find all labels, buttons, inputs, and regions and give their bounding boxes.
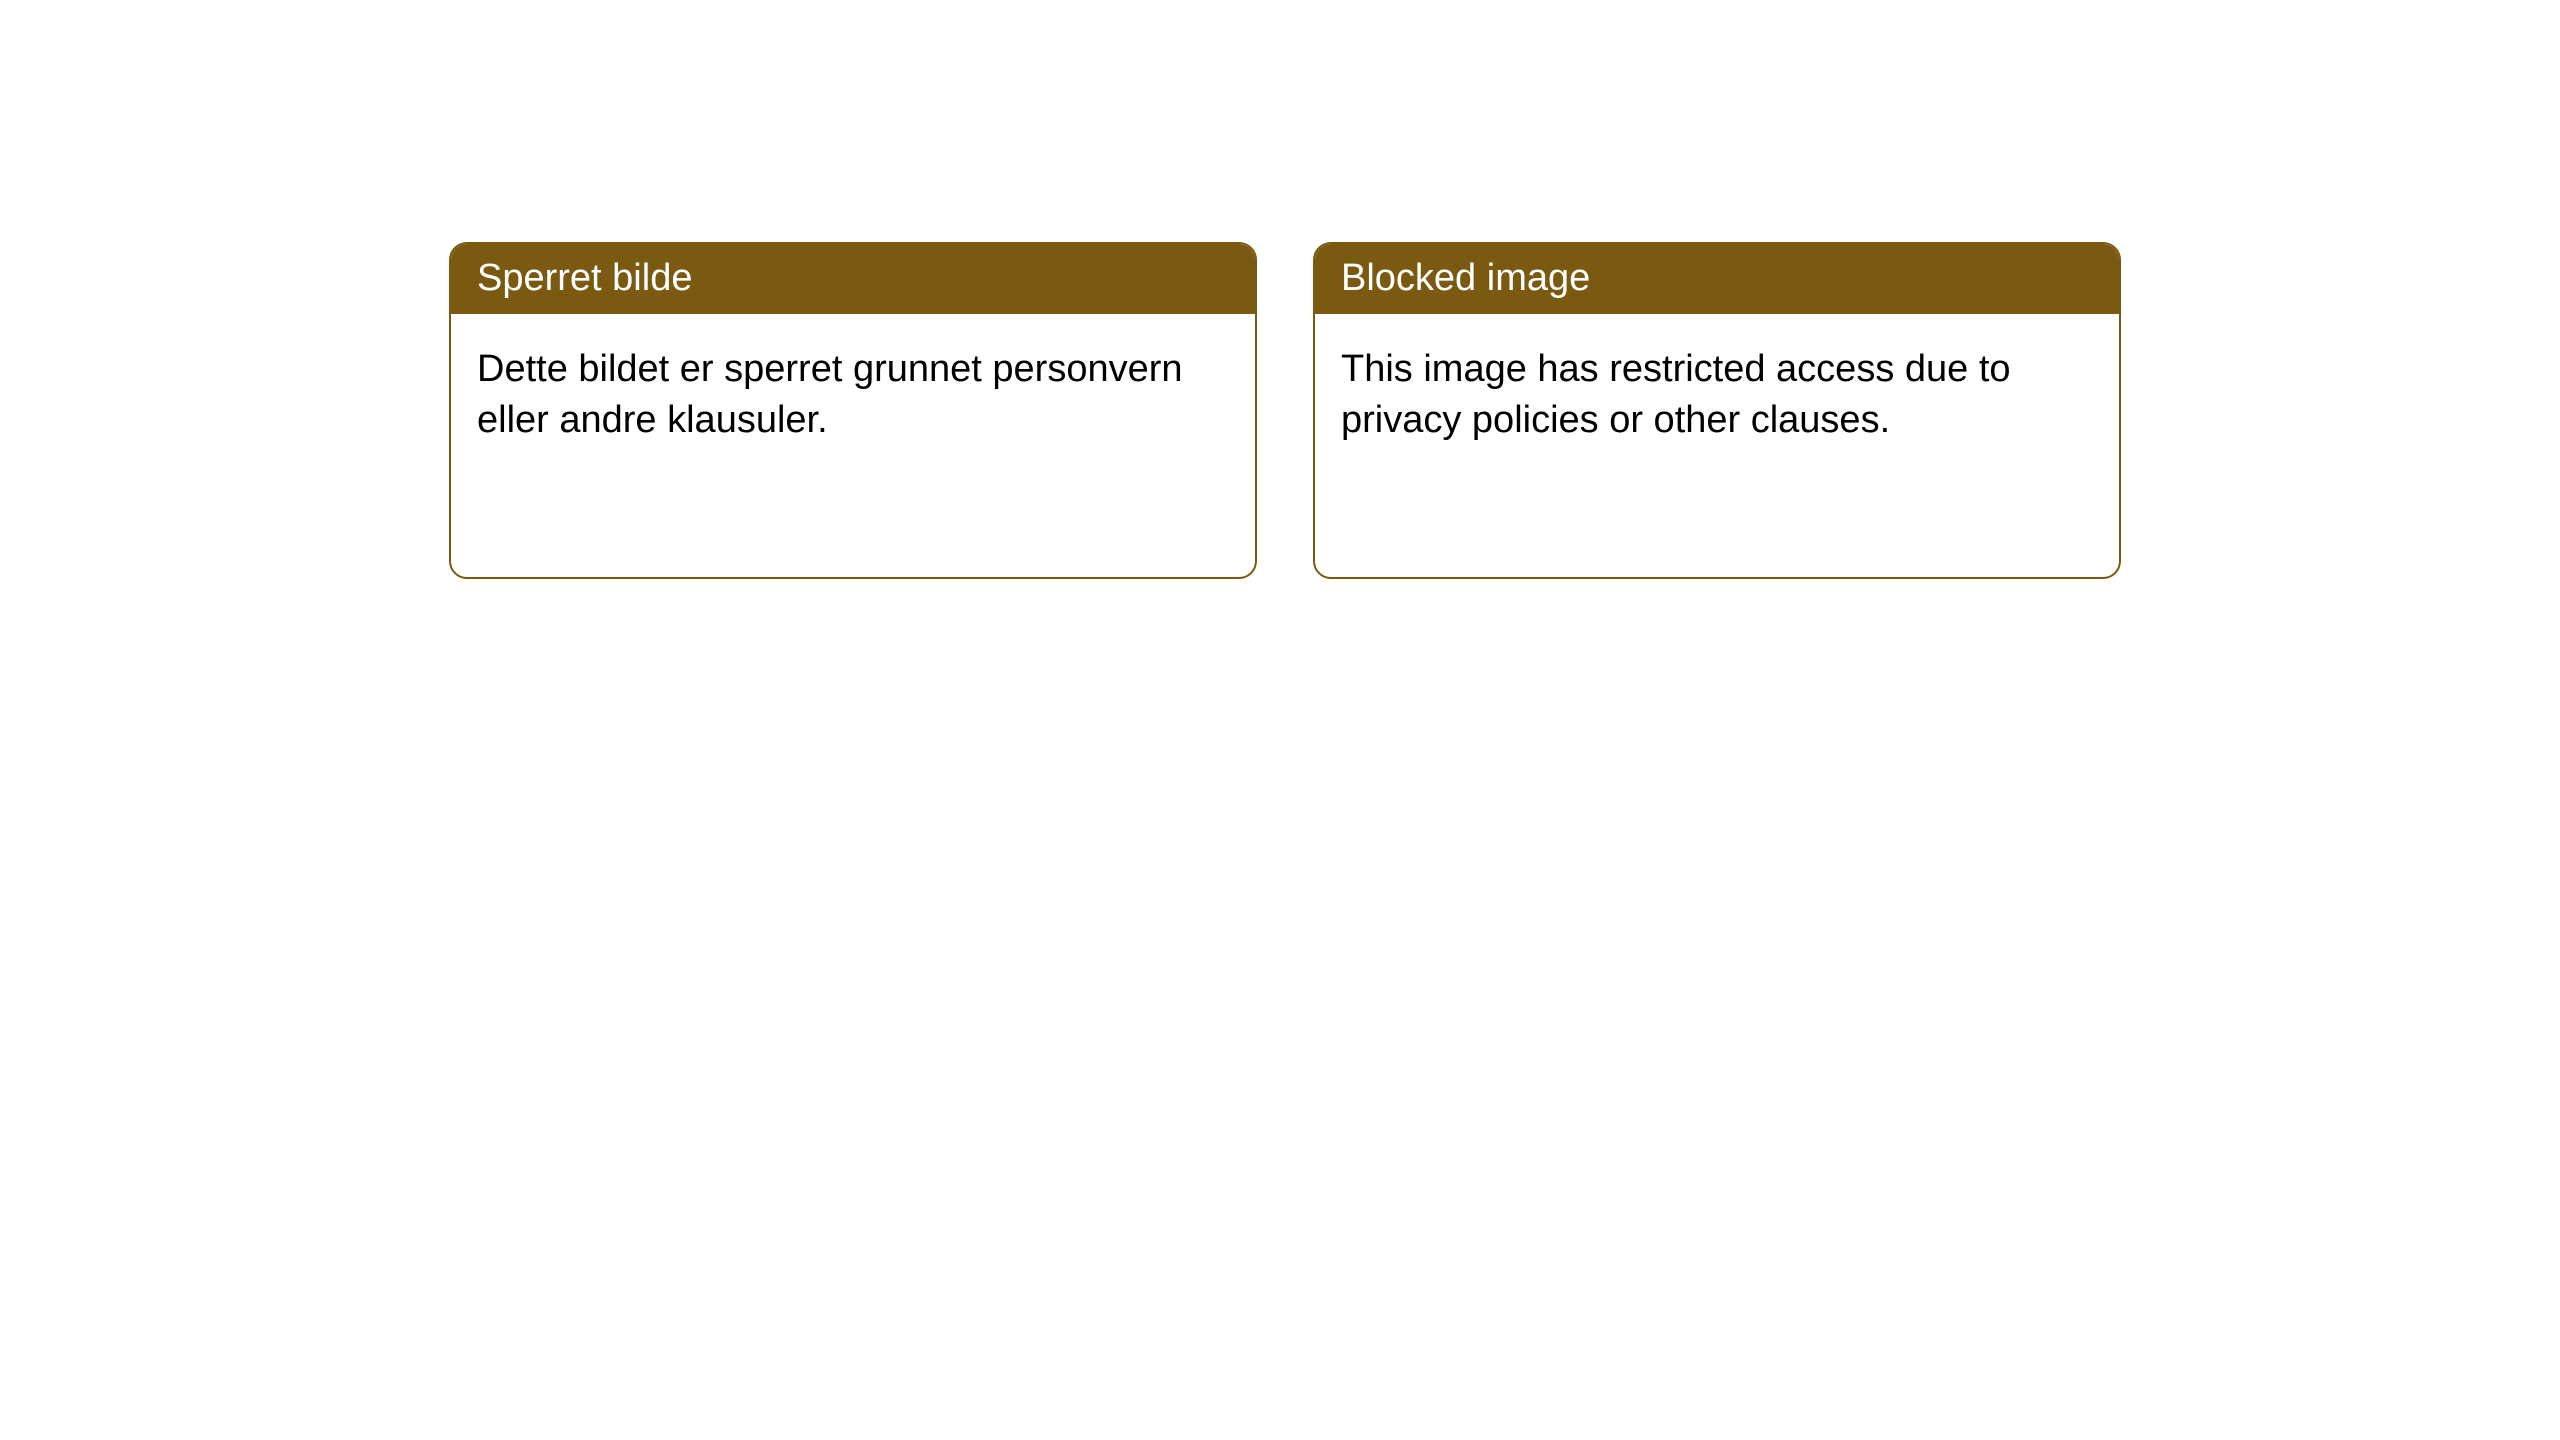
notice-header-no: Sperret bilde xyxy=(451,244,1255,314)
notice-container: Sperret bilde Dette bildet er sperret gr… xyxy=(0,0,2560,579)
notice-card-no: Sperret bilde Dette bildet er sperret gr… xyxy=(449,242,1257,579)
notice-card-en: Blocked image This image has restricted … xyxy=(1313,242,2121,579)
notice-body-en: This image has restricted access due to … xyxy=(1315,314,2119,477)
notice-header-en: Blocked image xyxy=(1315,244,2119,314)
notice-body-no: Dette bildet er sperret grunnet personve… xyxy=(451,314,1255,477)
